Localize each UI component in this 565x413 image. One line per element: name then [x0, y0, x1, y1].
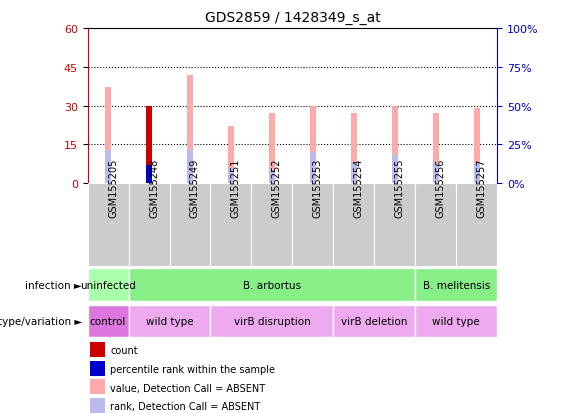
Bar	[351, 163, 357, 184]
Bar	[415, 268, 497, 301]
Bar	[146, 166, 152, 184]
Text: GSM155257: GSM155257	[477, 158, 486, 218]
Text: GSM155251: GSM155251	[231, 158, 241, 218]
Text: wild type: wild type	[146, 316, 193, 326]
Text: rank, Detection Call = ABSENT: rank, Detection Call = ABSENT	[110, 401, 260, 411]
Bar	[211, 184, 251, 266]
Text: B. melitensis: B. melitensis	[423, 280, 490, 290]
Bar	[88, 184, 129, 266]
Text: GSM155248: GSM155248	[149, 158, 159, 218]
Text: GSM155249: GSM155249	[190, 158, 200, 218]
Text: genotype/variation ►: genotype/variation ►	[0, 316, 82, 326]
Bar	[90, 361, 105, 376]
Text: GSM155252: GSM155252	[272, 158, 282, 218]
Text: GSM155205: GSM155205	[108, 158, 118, 218]
Bar	[433, 163, 439, 184]
Bar	[310, 153, 316, 184]
Text: GSM155256: GSM155256	[436, 158, 446, 218]
Bar	[105, 150, 111, 184]
Bar	[251, 184, 293, 266]
Bar	[90, 380, 105, 394]
Bar	[129, 184, 170, 266]
Bar	[392, 155, 398, 184]
Bar	[170, 184, 210, 266]
Bar	[433, 114, 439, 184]
Bar	[211, 305, 333, 337]
Text: count: count	[110, 346, 138, 356]
Bar	[105, 88, 111, 184]
Text: GSM155255: GSM155255	[395, 158, 405, 218]
Bar	[129, 268, 415, 301]
Bar	[310, 106, 316, 184]
Text: GSM155254: GSM155254	[354, 158, 364, 218]
Text: value, Detection Call = ABSENT: value, Detection Call = ABSENT	[110, 383, 266, 393]
Bar	[269, 171, 275, 184]
Bar	[146, 106, 152, 184]
Text: virB disruption: virB disruption	[233, 316, 310, 326]
Title: GDS2859 / 1428349_s_at: GDS2859 / 1428349_s_at	[205, 11, 380, 25]
Bar	[457, 184, 497, 266]
Bar	[473, 163, 480, 184]
Text: wild type: wild type	[432, 316, 480, 326]
Bar	[88, 268, 129, 301]
Bar	[187, 150, 193, 184]
Bar	[90, 342, 105, 357]
Text: percentile rank within the sample: percentile rank within the sample	[110, 364, 275, 374]
Bar	[415, 305, 497, 337]
Text: control: control	[90, 316, 126, 326]
Text: B. arbortus: B. arbortus	[243, 280, 301, 290]
Bar	[392, 106, 398, 184]
Text: GSM155253: GSM155253	[313, 158, 323, 218]
Bar	[187, 75, 193, 184]
Bar	[228, 127, 234, 184]
Text: infection ►: infection ►	[25, 280, 82, 290]
Bar	[129, 305, 211, 337]
Bar	[473, 109, 480, 184]
Bar	[374, 184, 415, 266]
Bar	[415, 184, 457, 266]
Bar	[228, 169, 234, 184]
Bar	[333, 305, 415, 337]
Bar	[90, 398, 105, 413]
Bar	[88, 305, 129, 337]
Bar	[333, 184, 374, 266]
Text: virB deletion: virB deletion	[341, 316, 407, 326]
Text: uninfected: uninfected	[80, 280, 136, 290]
Bar	[293, 184, 333, 266]
Bar	[269, 114, 275, 184]
Bar	[351, 114, 357, 184]
